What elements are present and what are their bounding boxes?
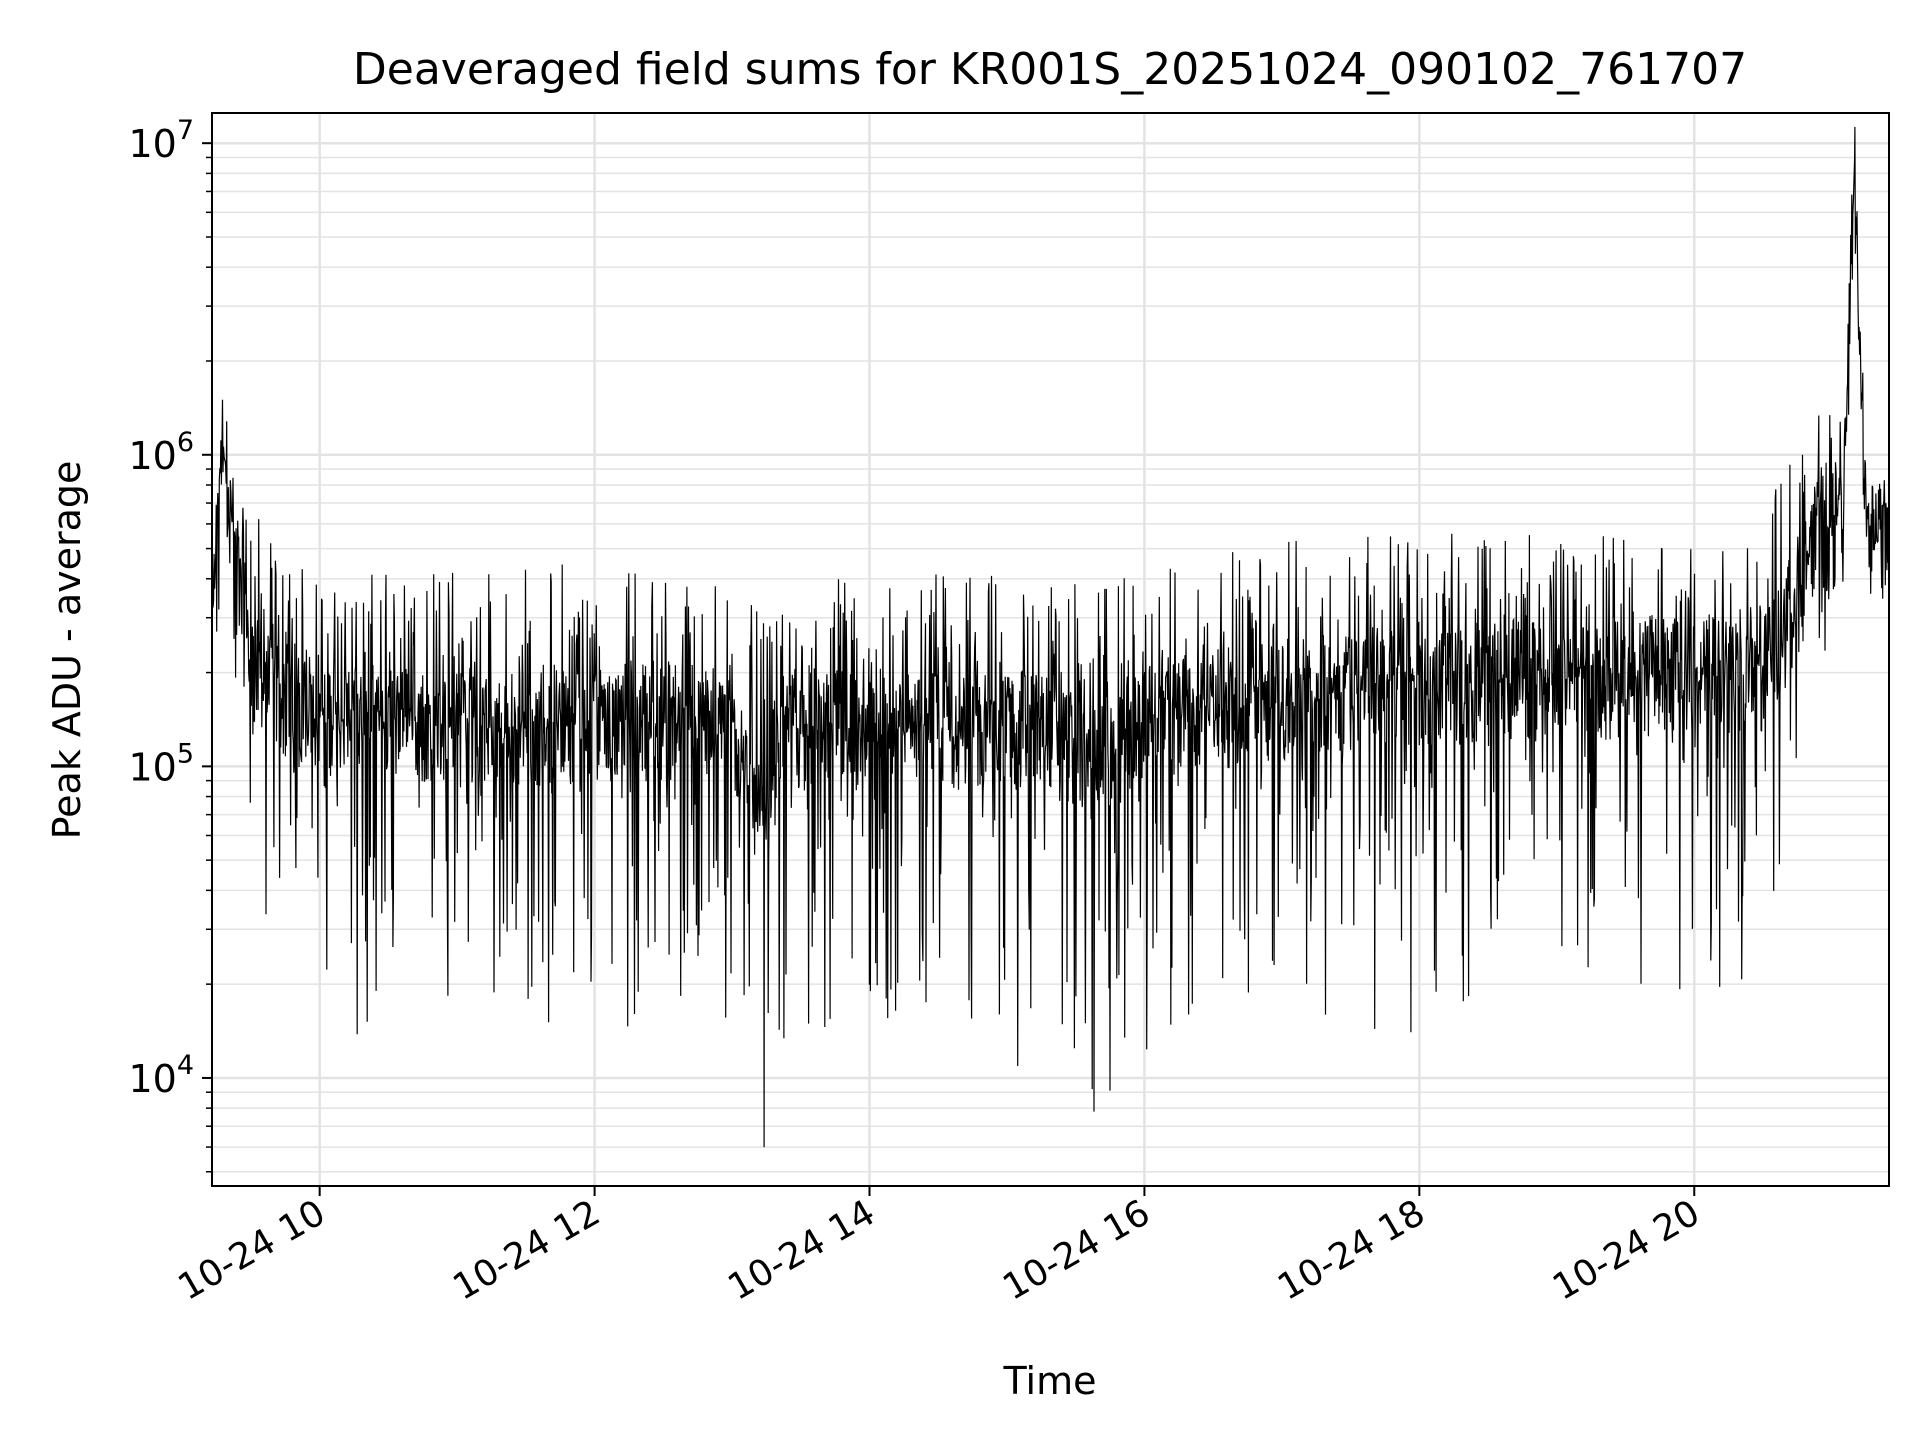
x-axis-label: Time xyxy=(1003,1359,1097,1403)
data-series xyxy=(212,126,1889,1148)
y-axis-label: Peak ADU - average xyxy=(45,461,89,840)
plot-frame xyxy=(211,112,1890,1187)
y-tick-exponent: 5 xyxy=(177,738,194,769)
y-tick-label: 106 xyxy=(128,427,194,478)
y-tick-exponent: 7 xyxy=(177,115,194,146)
y-tick-exponent: 4 xyxy=(177,1050,194,1081)
grid-lines xyxy=(212,113,1889,1186)
y-tick-exponent: 6 xyxy=(177,427,194,458)
chart-title: Deaveraged field sums for KR001S_2025102… xyxy=(353,44,1747,95)
series-line xyxy=(212,126,1889,1148)
